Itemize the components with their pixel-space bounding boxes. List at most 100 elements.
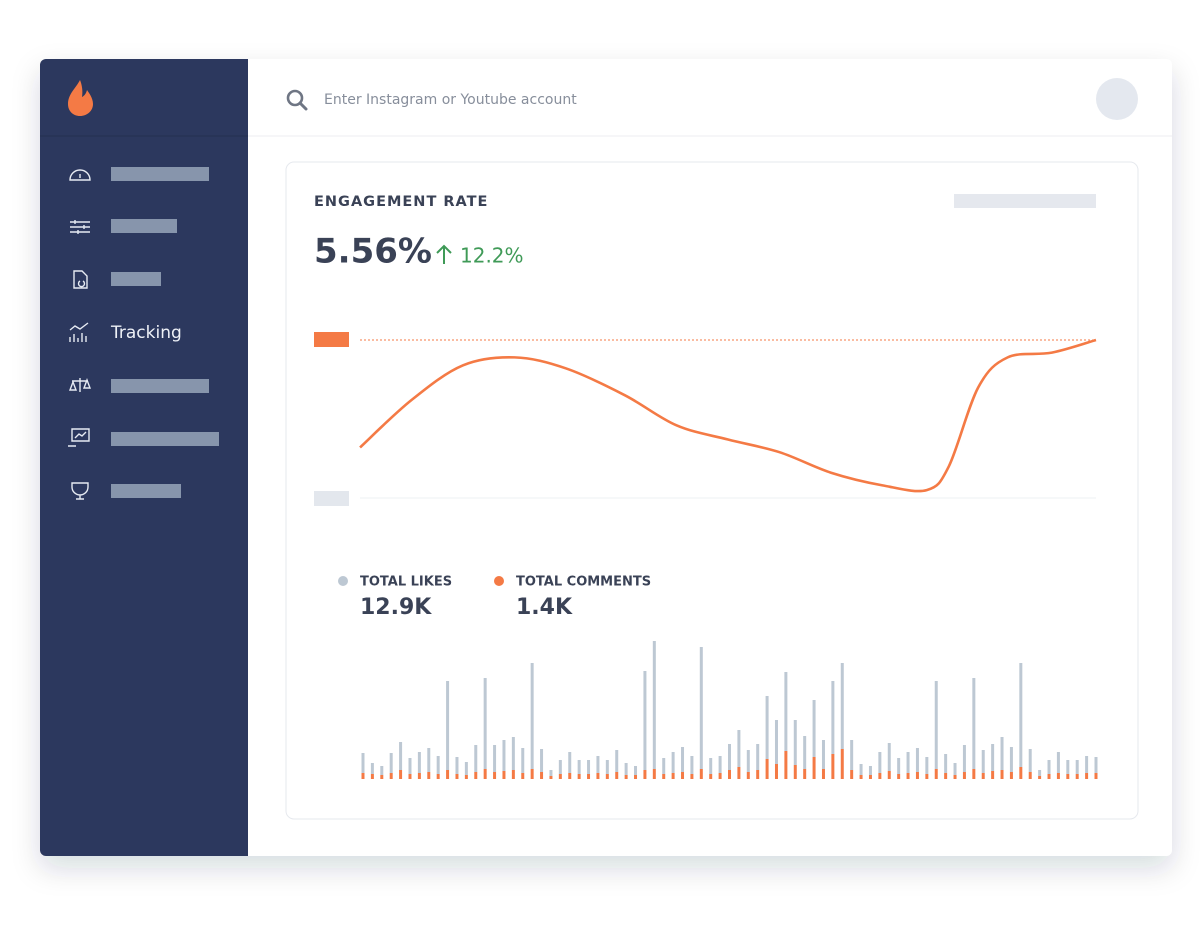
placeholder: [954, 194, 1096, 208]
bar-segment: [1047, 774, 1051, 779]
bar-segment: [662, 758, 666, 774]
bar-segment: [511, 770, 515, 779]
bar-segment: [831, 681, 835, 754]
bar-segment: [464, 762, 468, 775]
bar-segment: [408, 758, 412, 774]
bar-segment: [793, 765, 797, 779]
bar-segment: [549, 776, 553, 779]
bar-segment: [624, 763, 628, 775]
bar-segment: [446, 770, 450, 779]
nav-placeholder: [111, 167, 209, 181]
bar-segment: [831, 754, 835, 779]
bar-segment: [690, 756, 694, 774]
bar-segment: [493, 772, 497, 779]
bar-segment: [502, 740, 506, 771]
bar-segment: [521, 748, 525, 773]
icon-dashboard: [69, 169, 91, 181]
bar-segment: [427, 748, 431, 772]
bar-segment: [756, 770, 760, 779]
bar-segment: [1094, 757, 1098, 773]
bar-segment: [878, 752, 882, 773]
bar-segment: [530, 663, 534, 769]
bar-segment: [850, 740, 854, 770]
bar-segment: [370, 763, 374, 774]
bar-segment: [991, 744, 995, 771]
bar-segment: [1075, 760, 1079, 774]
bar-segment: [511, 737, 515, 770]
bar-segment: [1009, 772, 1013, 779]
search-input[interactable]: Enter Instagram or Youtube account: [324, 92, 577, 108]
bar-segment: [774, 720, 778, 764]
bar-segment: [361, 753, 365, 773]
bar-segment: [737, 767, 741, 779]
bar-segment: [915, 748, 919, 772]
bar-segment: [399, 770, 403, 779]
bar-segment: [1085, 773, 1089, 779]
card: [285, 161, 1139, 820]
bar-segment: [981, 750, 985, 773]
bar-segment: [991, 771, 995, 779]
bar-segment: [962, 745, 966, 772]
bar-segment: [1075, 774, 1079, 779]
bar-segment: [671, 773, 675, 779]
bar-segment: [972, 769, 976, 779]
bar-segment: [718, 756, 722, 773]
bar-segment: [699, 769, 703, 779]
bar-segment: [1019, 663, 1023, 767]
bar-segment: [370, 774, 374, 779]
bar-segment: [859, 775, 863, 779]
bar-segment: [446, 681, 450, 770]
search-icon: [286, 89, 304, 107]
bar-segment: [568, 773, 572, 779]
nav-icons: [68, 169, 92, 500]
bar-segment: [624, 775, 628, 779]
bar-segment: [699, 647, 703, 769]
legend-total: 1.4K: [516, 595, 573, 620]
icon-filters: [70, 220, 90, 234]
bar-segment: [784, 672, 788, 751]
bar-segment: [502, 771, 506, 779]
bar-segment: [953, 763, 957, 775]
icon-presentation: [68, 428, 90, 447]
bar-segment: [540, 772, 544, 779]
legend-dot: [494, 576, 504, 586]
bar-segment: [690, 774, 694, 779]
bar-segment: [1019, 767, 1023, 779]
bar-segment: [587, 774, 591, 779]
legend-dot: [338, 576, 348, 586]
bar-segment: [737, 730, 741, 767]
bar-segment: [840, 749, 844, 779]
bar-segment: [1038, 776, 1042, 779]
icon-trophy: [71, 482, 89, 500]
bar-segment: [483, 769, 487, 779]
bar-segment: [765, 696, 769, 759]
bar-segment: [746, 772, 750, 779]
icon-report: [73, 270, 88, 289]
bar-segment: [953, 775, 957, 779]
bar-segment: [1009, 747, 1013, 772]
bar-segment: [850, 770, 854, 779]
bar-segment: [897, 758, 901, 774]
nav-placeholder: [111, 272, 161, 286]
bar-segment: [728, 770, 731, 779]
bar-segment: [455, 774, 459, 779]
bar-segment: [821, 740, 825, 769]
bar-segment: [915, 772, 919, 779]
bar-segment: [652, 769, 656, 779]
bar-segment: [868, 775, 872, 779]
bar-segment: [840, 663, 844, 749]
bar-segment: [709, 758, 713, 774]
bar-segment: [530, 769, 534, 779]
bar-segment: [380, 775, 384, 779]
bar-segment: [634, 775, 638, 779]
bar-segment: [803, 736, 807, 769]
bar-segment: [568, 752, 572, 773]
nav-item-active[interactable]: Tracking: [110, 323, 182, 343]
bar-segment: [662, 774, 666, 779]
avatar[interactable]: [1096, 78, 1138, 120]
bar-segment: [859, 764, 863, 775]
bar-segment: [455, 757, 459, 774]
line-marker-low: [314, 491, 349, 506]
bar-segment: [671, 752, 675, 773]
